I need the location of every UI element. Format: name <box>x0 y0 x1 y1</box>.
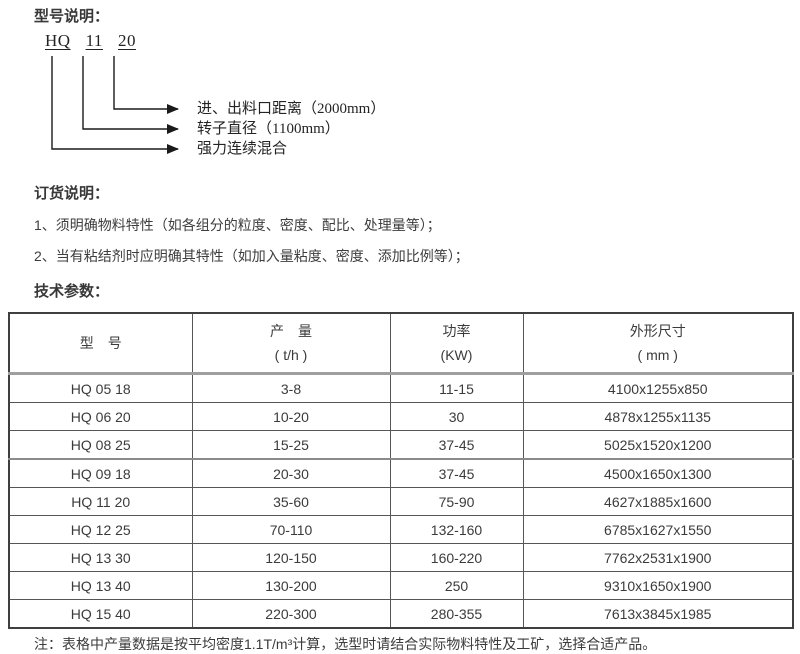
table-cell: 250 <box>389 571 524 600</box>
table-cell: 30 <box>389 402 524 431</box>
table-cell: 11-15 <box>389 373 524 403</box>
table-cell: HQ 06 20 <box>8 402 193 431</box>
table-row: HQ 09 18 20-30 37-45 4500x1650x1300 <box>8 458 794 488</box>
table-row: HQ 08 25 15-25 37-45 5025x1520x1200 <box>8 430 794 460</box>
header-output-unit: ( t/h ) <box>274 347 308 363</box>
table-note: 注：表格中产量数据是按平均密度1.1T/m³计算，选型时请结合实际物料特性及工矿… <box>34 636 657 652</box>
order-section-title: 订货说明： <box>34 185 110 202</box>
callout-line-mixing <box>51 56 179 154</box>
header-power: 功率 (KW) <box>389 312 524 375</box>
spec-table: 型 号 产 量 ( t/h ) 功率 (KW) 外形尺寸 ( mm ) HQ 0… <box>8 312 794 629</box>
table-cell: HQ 09 18 <box>8 458 193 488</box>
table-cell: 280-355 <box>389 599 524 629</box>
table-cell: 5025x1520x1200 <box>522 430 794 460</box>
table-cell: 4100x1255x850 <box>522 373 794 403</box>
table-cell: 20-30 <box>191 458 391 488</box>
header-dimensions-label: 外形尺寸 <box>629 323 686 339</box>
header-dimensions: 外形尺寸 ( mm ) <box>522 312 794 375</box>
model-designation-section: 型号说明： HQ 11 20 进、出料口距离（2000mm） 转子直径（1100mm… <box>0 0 800 180</box>
table-cell: HQ 13 30 <box>8 543 193 572</box>
table-row: HQ 13 40 130-200 250 9310x1650x1900 <box>8 571 794 600</box>
callout-line-distance <box>113 56 179 114</box>
table-cell: 37-45 <box>389 458 524 488</box>
table-cell: 35-60 <box>191 487 391 516</box>
table-cell: 15-25 <box>191 430 391 460</box>
header-power-label: 功率 <box>442 323 471 339</box>
table-row: HQ 12 25 70-110 132-160 6785x1627x1550 <box>8 515 794 544</box>
table-cell: HQ 11 20 <box>8 487 193 516</box>
table-cell: 6785x1627x1550 <box>522 515 794 544</box>
diagram-label-distance: 进、出料口距离（2000mm） <box>197 101 386 117</box>
model-code-part-hq: HQ <box>45 31 71 50</box>
table-cell: 220-300 <box>191 599 391 629</box>
model-code-part-11: 11 <box>85 31 103 50</box>
table-cell: 130-200 <box>191 571 391 600</box>
table-cell: 4500x1650x1300 <box>522 458 794 488</box>
header-output: 产 量 ( t/h ) <box>191 312 391 375</box>
table-cell: 9310x1650x1900 <box>522 571 794 600</box>
table-cell: 132-160 <box>389 515 524 544</box>
table-cell: 160-220 <box>389 543 524 572</box>
model-code: HQ 11 20 <box>45 31 136 51</box>
table-row: HQ 05 18 3-8 11-15 4100x1255x850 <box>8 373 794 403</box>
table-cell: 10-20 <box>191 402 391 431</box>
diagram-label-rotor: 转子直径（1100mm） <box>197 121 340 137</box>
spec-table-head: 型 号 产 量 ( t/h ) 功率 (KW) 外形尺寸 ( mm ) <box>8 312 794 375</box>
table-cell: 4627x1885x1600 <box>522 487 794 516</box>
table-row: HQ 15 40 220-300 280-355 7613x3845x1985 <box>8 599 794 629</box>
header-power-unit: (KW) <box>440 347 473 363</box>
order-item-1: 1、须明确物料特性（如各组分的粒度、密度、配比、处理量等）； <box>34 217 441 233</box>
diagram-label-mixing: 强力连续混合 <box>197 141 288 157</box>
model-diagram-lines <box>51 56 179 154</box>
model-code-part-20: 20 <box>117 31 136 50</box>
table-cell: HQ 08 25 <box>8 430 193 460</box>
table-cell: 7762x2531x1900 <box>522 543 794 572</box>
header-dimensions-unit: ( mm ) <box>637 347 678 363</box>
table-row: HQ 11 20 35-60 75-90 4627x1885x1600 <box>8 487 794 516</box>
table-row: HQ 06 20 10-20 30 4878x1255x1135 <box>8 402 794 431</box>
table-cell: 4878x1255x1135 <box>522 402 794 431</box>
table-cell: HQ 15 40 <box>8 599 193 629</box>
table-cell: 3-8 <box>191 373 391 403</box>
table-cell: 75-90 <box>389 487 524 516</box>
spec-table-body: HQ 05 18 3-8 11-15 4100x1255x850 HQ 06 20 10-… <box>8 373 794 629</box>
table-row: HQ 13 30 120-150 160-220 7762x2531x1900 <box>8 543 794 572</box>
header-model-label: 型 号 <box>79 335 122 351</box>
spec-section-title: 技术参数： <box>34 283 110 300</box>
model-section-title: 型号说明： <box>34 8 110 25</box>
table-cell: HQ 12 25 <box>8 515 193 544</box>
table-cell: 70-110 <box>191 515 391 544</box>
table-cell: 7613x3845x1985 <box>522 599 794 629</box>
lower-content: 订货说明： 1、须明确物料特性（如各组分的粒度、密度、配比、处理量等）； 2、当… <box>0 180 800 654</box>
header-output-label: 产 量 <box>270 323 312 339</box>
callout-line-rotor <box>82 56 179 134</box>
table-cell: HQ 13 40 <box>8 571 193 600</box>
table-cell: 37-45 <box>389 430 524 460</box>
order-item-2: 2、当有粘结剂时应明确其特性（如加入量粘度、密度、添加比例等）； <box>34 248 469 264</box>
table-cell: HQ 05 18 <box>8 373 193 403</box>
header-row: 型 号 产 量 ( t/h ) 功率 (KW) 外形尺寸 ( mm ) <box>8 312 794 375</box>
table-cell: 120-150 <box>191 543 391 572</box>
header-model: 型 号 <box>8 312 193 375</box>
